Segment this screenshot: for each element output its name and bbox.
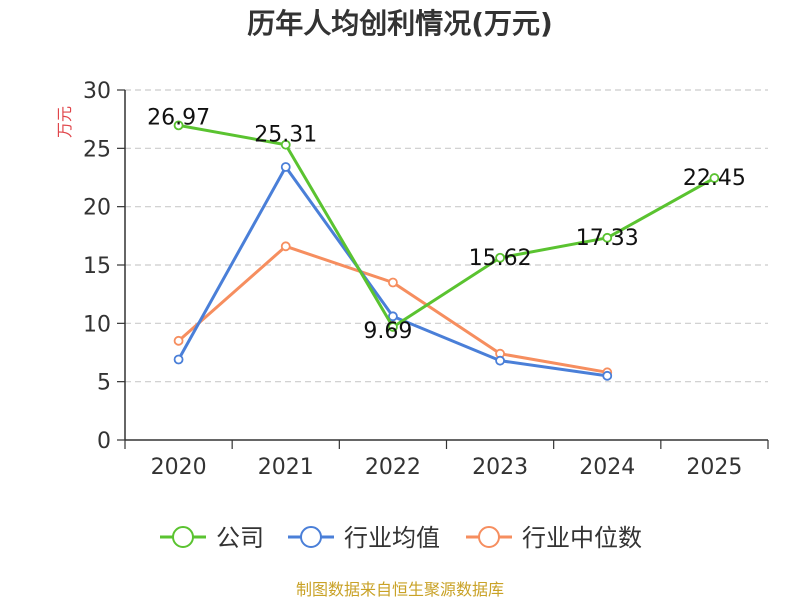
data-label: 9.69 (363, 319, 412, 344)
y-axis-label: 万元 (55, 106, 74, 138)
y-tick-label: 20 (83, 196, 111, 221)
data-label: 15.62 (469, 246, 532, 271)
y-tick-label: 0 (97, 429, 111, 454)
y-tick-label: 25 (83, 137, 111, 162)
y-tick-label: 30 (83, 79, 111, 104)
legend-label: 公司 (216, 524, 264, 552)
chart-title: 历年人均创利情况(万元) (247, 7, 553, 40)
data-point (388, 277, 398, 288)
data-point (388, 322, 398, 332)
legend-label: 行业均值 (344, 524, 440, 552)
data-point (495, 355, 505, 366)
y-tick-label: 10 (83, 312, 111, 337)
data-label: 17.33 (576, 226, 639, 251)
source-note: 制图数据来自恒生聚源数据库 (296, 580, 504, 599)
x-tick-label: 2025 (686, 455, 742, 480)
legend-marker (300, 526, 322, 548)
x-tick-label: 2021 (258, 455, 314, 480)
x-tick-label: 2023 (472, 455, 528, 480)
legend-marker (172, 526, 194, 548)
data-label: 26.97 (147, 105, 210, 130)
series-group (173, 120, 720, 381)
data-point (280, 162, 291, 172)
data-label: 22.45 (683, 166, 746, 191)
x-tick-label: 2024 (579, 455, 635, 480)
legend[interactable]: 公司 行业均值 行业中位数 (160, 524, 642, 552)
data-point (173, 120, 184, 131)
data-point (388, 311, 398, 322)
data-point (709, 173, 720, 183)
y-tick-label: 15 (83, 254, 111, 279)
x-tick-label: 2020 (151, 455, 207, 480)
data-point (280, 139, 291, 150)
data-point (280, 241, 291, 252)
data-point (602, 232, 613, 243)
legend-label: 行业中位数 (522, 524, 642, 552)
data-point (495, 252, 505, 263)
data-point (173, 354, 184, 365)
legend-marker (478, 526, 500, 548)
data-label: 25.31 (254, 123, 317, 148)
data-point (173, 335, 184, 346)
series-line-2 (177, 244, 608, 374)
data-labels: 26.97 25.31 9.69 15.62 17.33 22.45 (147, 105, 746, 344)
data-point (602, 370, 613, 381)
series-line-0 (178, 123, 716, 329)
y-tick-label: 5 (97, 371, 111, 396)
series-line-1 (177, 165, 608, 378)
x-tick-label: 2022 (365, 455, 421, 480)
